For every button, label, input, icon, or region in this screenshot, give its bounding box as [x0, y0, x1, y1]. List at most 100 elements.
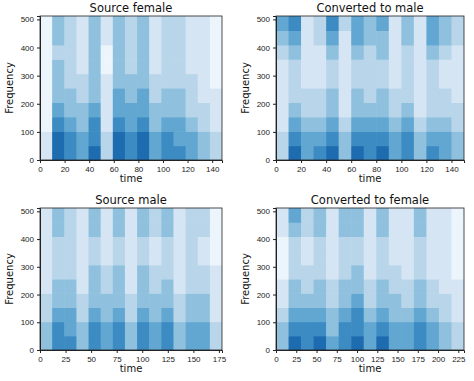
y-tick-mark — [273, 160, 276, 161]
cell — [137, 16, 150, 31]
cell — [389, 307, 402, 322]
cell — [414, 251, 427, 266]
y-tick-label: 200 — [257, 291, 271, 300]
cell — [339, 45, 352, 60]
cell — [426, 222, 439, 237]
cell — [89, 307, 102, 322]
x-tick: 75 — [333, 350, 342, 364]
cell — [40, 251, 53, 266]
x-axis-title: time — [359, 363, 382, 374]
cell — [198, 307, 211, 322]
cell — [351, 251, 364, 266]
cell — [40, 265, 53, 280]
cell — [339, 265, 352, 280]
cell — [89, 336, 102, 350]
x-tick-mark — [66, 350, 67, 353]
cell — [113, 117, 126, 132]
cell — [89, 146, 102, 160]
y-tick: 200 — [257, 291, 276, 300]
cell — [64, 16, 77, 31]
cell — [64, 336, 77, 350]
cell — [389, 251, 402, 266]
cell — [40, 117, 53, 132]
cell — [389, 88, 402, 103]
cell — [76, 30, 89, 45]
cell — [289, 222, 302, 237]
cell — [161, 102, 174, 117]
cell — [64, 102, 77, 117]
cell — [137, 322, 150, 337]
cell — [414, 279, 427, 294]
cell — [125, 322, 138, 337]
cell — [351, 16, 364, 31]
cell — [76, 222, 89, 237]
y-tick: 500 — [257, 207, 276, 216]
x-tick: 50 — [87, 350, 96, 364]
cell — [364, 88, 377, 103]
cell — [451, 236, 464, 251]
cell — [173, 293, 186, 308]
y-tick-mark — [273, 48, 276, 49]
cell — [113, 236, 126, 251]
x-axis-title: time — [120, 363, 143, 374]
cell — [101, 16, 114, 31]
cell — [198, 222, 211, 237]
cell — [210, 45, 222, 60]
y-tick-label: 200 — [257, 100, 271, 109]
cell — [439, 45, 452, 60]
cell — [314, 265, 327, 280]
cell — [351, 45, 364, 60]
cell — [89, 88, 102, 103]
cell — [186, 16, 199, 31]
cell — [198, 146, 211, 160]
x-tick: 175 — [213, 350, 227, 364]
cell — [339, 59, 352, 74]
x-tick-mark — [401, 160, 402, 163]
cell — [186, 222, 199, 237]
x-axis-line — [41, 351, 223, 354]
cell — [125, 59, 138, 74]
cell — [161, 336, 174, 350]
cell — [314, 307, 327, 322]
cell — [173, 30, 186, 45]
cell — [198, 293, 211, 308]
cell — [414, 236, 427, 251]
cell — [198, 30, 211, 45]
cell — [137, 222, 150, 237]
cell — [210, 16, 222, 31]
cell — [314, 336, 327, 350]
cell — [426, 279, 439, 294]
y-tick-mark — [37, 160, 40, 161]
cell — [210, 208, 222, 223]
cell — [301, 251, 314, 266]
x-tick-label: 20 — [297, 165, 306, 174]
cell — [89, 131, 102, 146]
cell — [351, 146, 364, 160]
x-axis-line — [277, 351, 465, 354]
cell — [101, 30, 114, 45]
x-tick-mark — [219, 350, 220, 353]
cell — [101, 293, 114, 308]
cell — [125, 74, 138, 89]
cell — [439, 16, 452, 31]
cell — [198, 322, 211, 337]
cell — [451, 251, 464, 266]
y-tick: 300 — [257, 72, 276, 81]
cell — [451, 208, 464, 223]
cell — [210, 146, 222, 160]
cell — [326, 293, 339, 308]
cell — [186, 279, 199, 294]
cell — [125, 131, 138, 146]
cell — [64, 59, 77, 74]
y-tick: 0 — [266, 156, 276, 165]
cell — [173, 45, 186, 60]
x-axis: 0255075100125150175 — [38, 350, 226, 364]
x-tick-mark — [138, 160, 139, 163]
cell — [439, 74, 452, 89]
cell — [451, 265, 464, 280]
y-tick: 100 — [21, 318, 40, 327]
cell — [113, 74, 126, 89]
cell — [426, 307, 439, 322]
cell — [113, 102, 126, 117]
x-tick-label: 0 — [38, 165, 43, 174]
